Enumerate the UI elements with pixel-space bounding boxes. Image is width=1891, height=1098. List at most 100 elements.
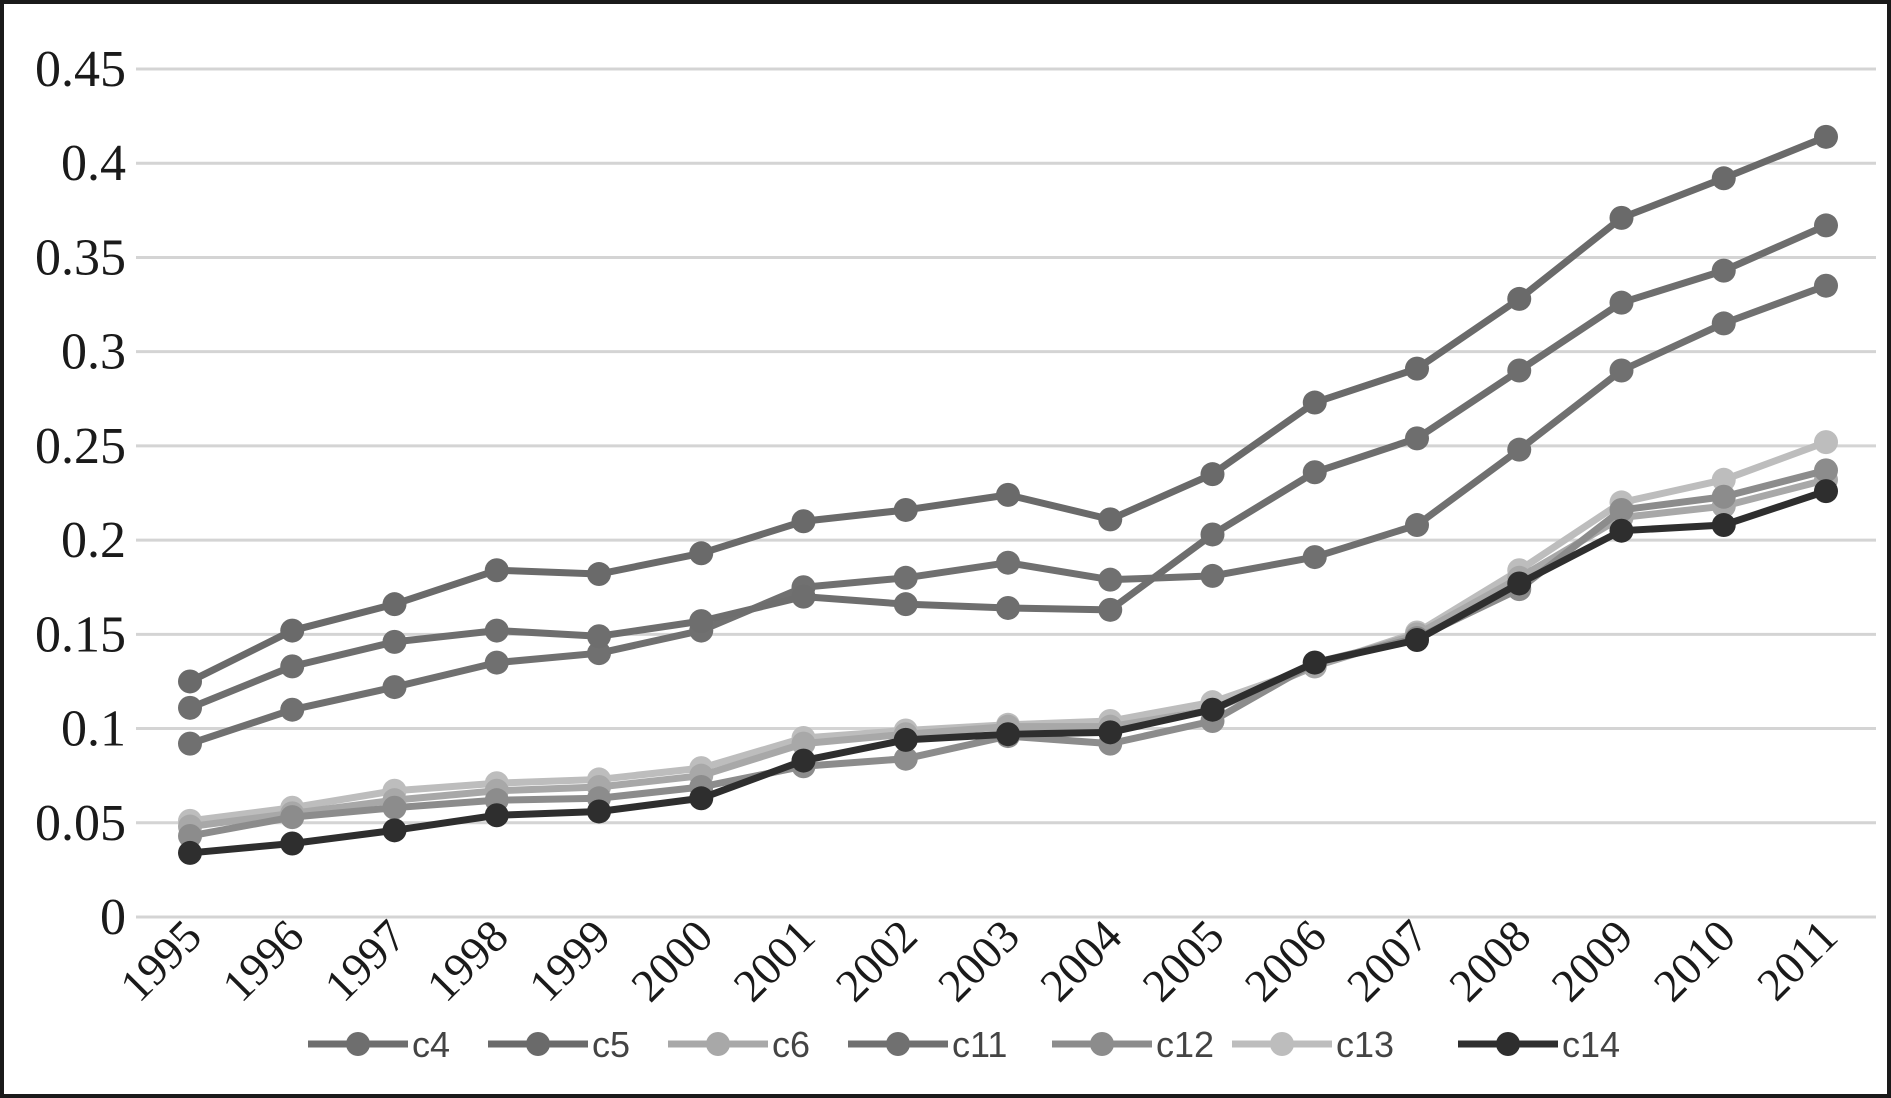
data-point-c11 [1711, 311, 1736, 336]
data-point-c11 [178, 731, 202, 756]
y-tick-label: 0.25 [35, 418, 126, 475]
x-tick-label: 2008 [1439, 910, 1540, 1011]
legend-label: c12 [1156, 1024, 1214, 1065]
data-point-c5 [1302, 390, 1327, 415]
data-point-c5 [587, 562, 611, 587]
data-point-c5 [382, 592, 407, 617]
data-point-c13 [1814, 430, 1838, 455]
data-point-c6 [791, 731, 816, 756]
legend-label: c13 [1336, 1024, 1394, 1065]
y-tick-label: 0.05 [35, 795, 126, 852]
series-c4 [178, 213, 1838, 720]
x-tick-label: 2010 [1644, 910, 1745, 1011]
data-point-c14 [178, 840, 202, 865]
data-point-c14 [280, 831, 305, 856]
data-point-c14 [1609, 518, 1634, 543]
data-point-c14 [1507, 571, 1532, 596]
legend-label: c11 [952, 1024, 1007, 1065]
data-point-c4 [1302, 460, 1327, 485]
series-c14 [178, 479, 1838, 865]
data-point-c14 [689, 786, 714, 811]
data-point-c5 [1405, 356, 1429, 381]
line-chart-svg: 0 0.05 0.1 0.15 0.2 0.25 0.3 0.35 0.4 0.45 1995 19… [35, 41, 1876, 1065]
data-point-c14 [1200, 697, 1225, 722]
x-tick-label: 2007 [1337, 910, 1438, 1011]
series-c11 [178, 273, 1838, 756]
data-point-c4 [382, 629, 407, 654]
data-point-c11 [893, 565, 918, 590]
x-tick-label: 2006 [1235, 910, 1336, 1011]
x-tick-label: 2000 [621, 910, 722, 1011]
data-point-c4 [1711, 258, 1736, 283]
series-line-c11 [188, 282, 1828, 747]
legend-item-c6: c6 [668, 1024, 810, 1065]
data-point-c11 [1302, 545, 1327, 570]
x-tick-label: 1997 [314, 910, 415, 1011]
data-point-c12 [280, 805, 305, 830]
data-point-c14 [996, 722, 1020, 747]
legend-item-c4: c4 [308, 1024, 450, 1065]
data-point-c5 [280, 618, 305, 643]
x-tick-label: 2002 [826, 910, 927, 1011]
y-axis: 0 0.05 0.1 0.15 0.2 0.25 0.3 0.35 0.4 0.45 [35, 41, 126, 946]
data-point-c5 [484, 558, 509, 583]
data-point-c12 [1711, 484, 1736, 509]
data-point-c11 [1405, 513, 1429, 538]
data-point-c5 [791, 509, 816, 534]
legend-swatch-marker [346, 1032, 370, 1056]
x-axis: 1995 1996 1997 1998 1999 2000 2001 2002 2003 2004… [110, 910, 1847, 1011]
y-tick-label: 0.35 [35, 229, 126, 286]
data-point-c4 [587, 624, 611, 649]
x-tick-label: 2005 [1132, 910, 1233, 1011]
data-point-c11 [484, 650, 509, 675]
data-point-c14 [587, 799, 611, 824]
data-point-c5 [1609, 205, 1634, 230]
legend: c4 c5 c6 c11 c12 c13 c14 [308, 1024, 1620, 1065]
data-point-c4 [1098, 597, 1123, 622]
data-point-c14 [1814, 479, 1838, 504]
data-point-c14 [1302, 650, 1327, 675]
data-point-c14 [1405, 627, 1429, 652]
data-point-c12 [893, 746, 918, 771]
data-point-c11 [1507, 437, 1532, 462]
data-point-c14 [484, 803, 509, 828]
x-tick-label: 2003 [928, 910, 1029, 1011]
legend-swatch-marker [526, 1032, 550, 1056]
data-point-c5 [996, 482, 1020, 507]
data-point-c14 [382, 818, 407, 843]
x-tick-label: 2001 [723, 910, 824, 1011]
data-point-c14 [1098, 720, 1123, 745]
series-line-c12 [189, 466, 1827, 840]
legend-swatch-marker [1270, 1032, 1294, 1056]
data-point-c12 [178, 823, 202, 848]
x-tick-label: 1998 [417, 910, 518, 1011]
data-point-c4 [178, 695, 202, 720]
data-point-c5 [1711, 166, 1736, 191]
data-point-c14 [893, 727, 918, 752]
legend-label: c5 [592, 1024, 630, 1065]
x-tick-label: 2011 [1747, 910, 1847, 1010]
y-tick-label: 0.1 [61, 701, 126, 758]
y-tick-label: 0.3 [61, 324, 126, 381]
data-point-c4 [1814, 213, 1838, 238]
x-tick-label: 2004 [1030, 910, 1131, 1011]
y-tick-label: 0 [100, 889, 126, 946]
legend-swatch-marker [1496, 1032, 1520, 1056]
series-lines [178, 124, 1838, 865]
data-point-c4 [484, 618, 509, 643]
y-tick-label: 0.2 [61, 512, 126, 569]
data-point-c14 [1711, 513, 1736, 538]
x-tick-label: 1996 [212, 910, 313, 1011]
data-point-c11 [1098, 567, 1123, 592]
data-point-c14 [791, 748, 816, 773]
legend-label: c6 [772, 1024, 810, 1065]
data-point-c5 [1200, 462, 1225, 487]
data-point-c5 [1814, 124, 1838, 149]
data-point-c4 [1200, 522, 1225, 547]
data-point-c4 [1609, 290, 1634, 315]
data-point-c4 [893, 592, 918, 617]
data-point-c4 [280, 654, 305, 679]
legend-swatch-marker [1090, 1032, 1114, 1056]
legend-item-c13: c13 [1232, 1024, 1394, 1065]
